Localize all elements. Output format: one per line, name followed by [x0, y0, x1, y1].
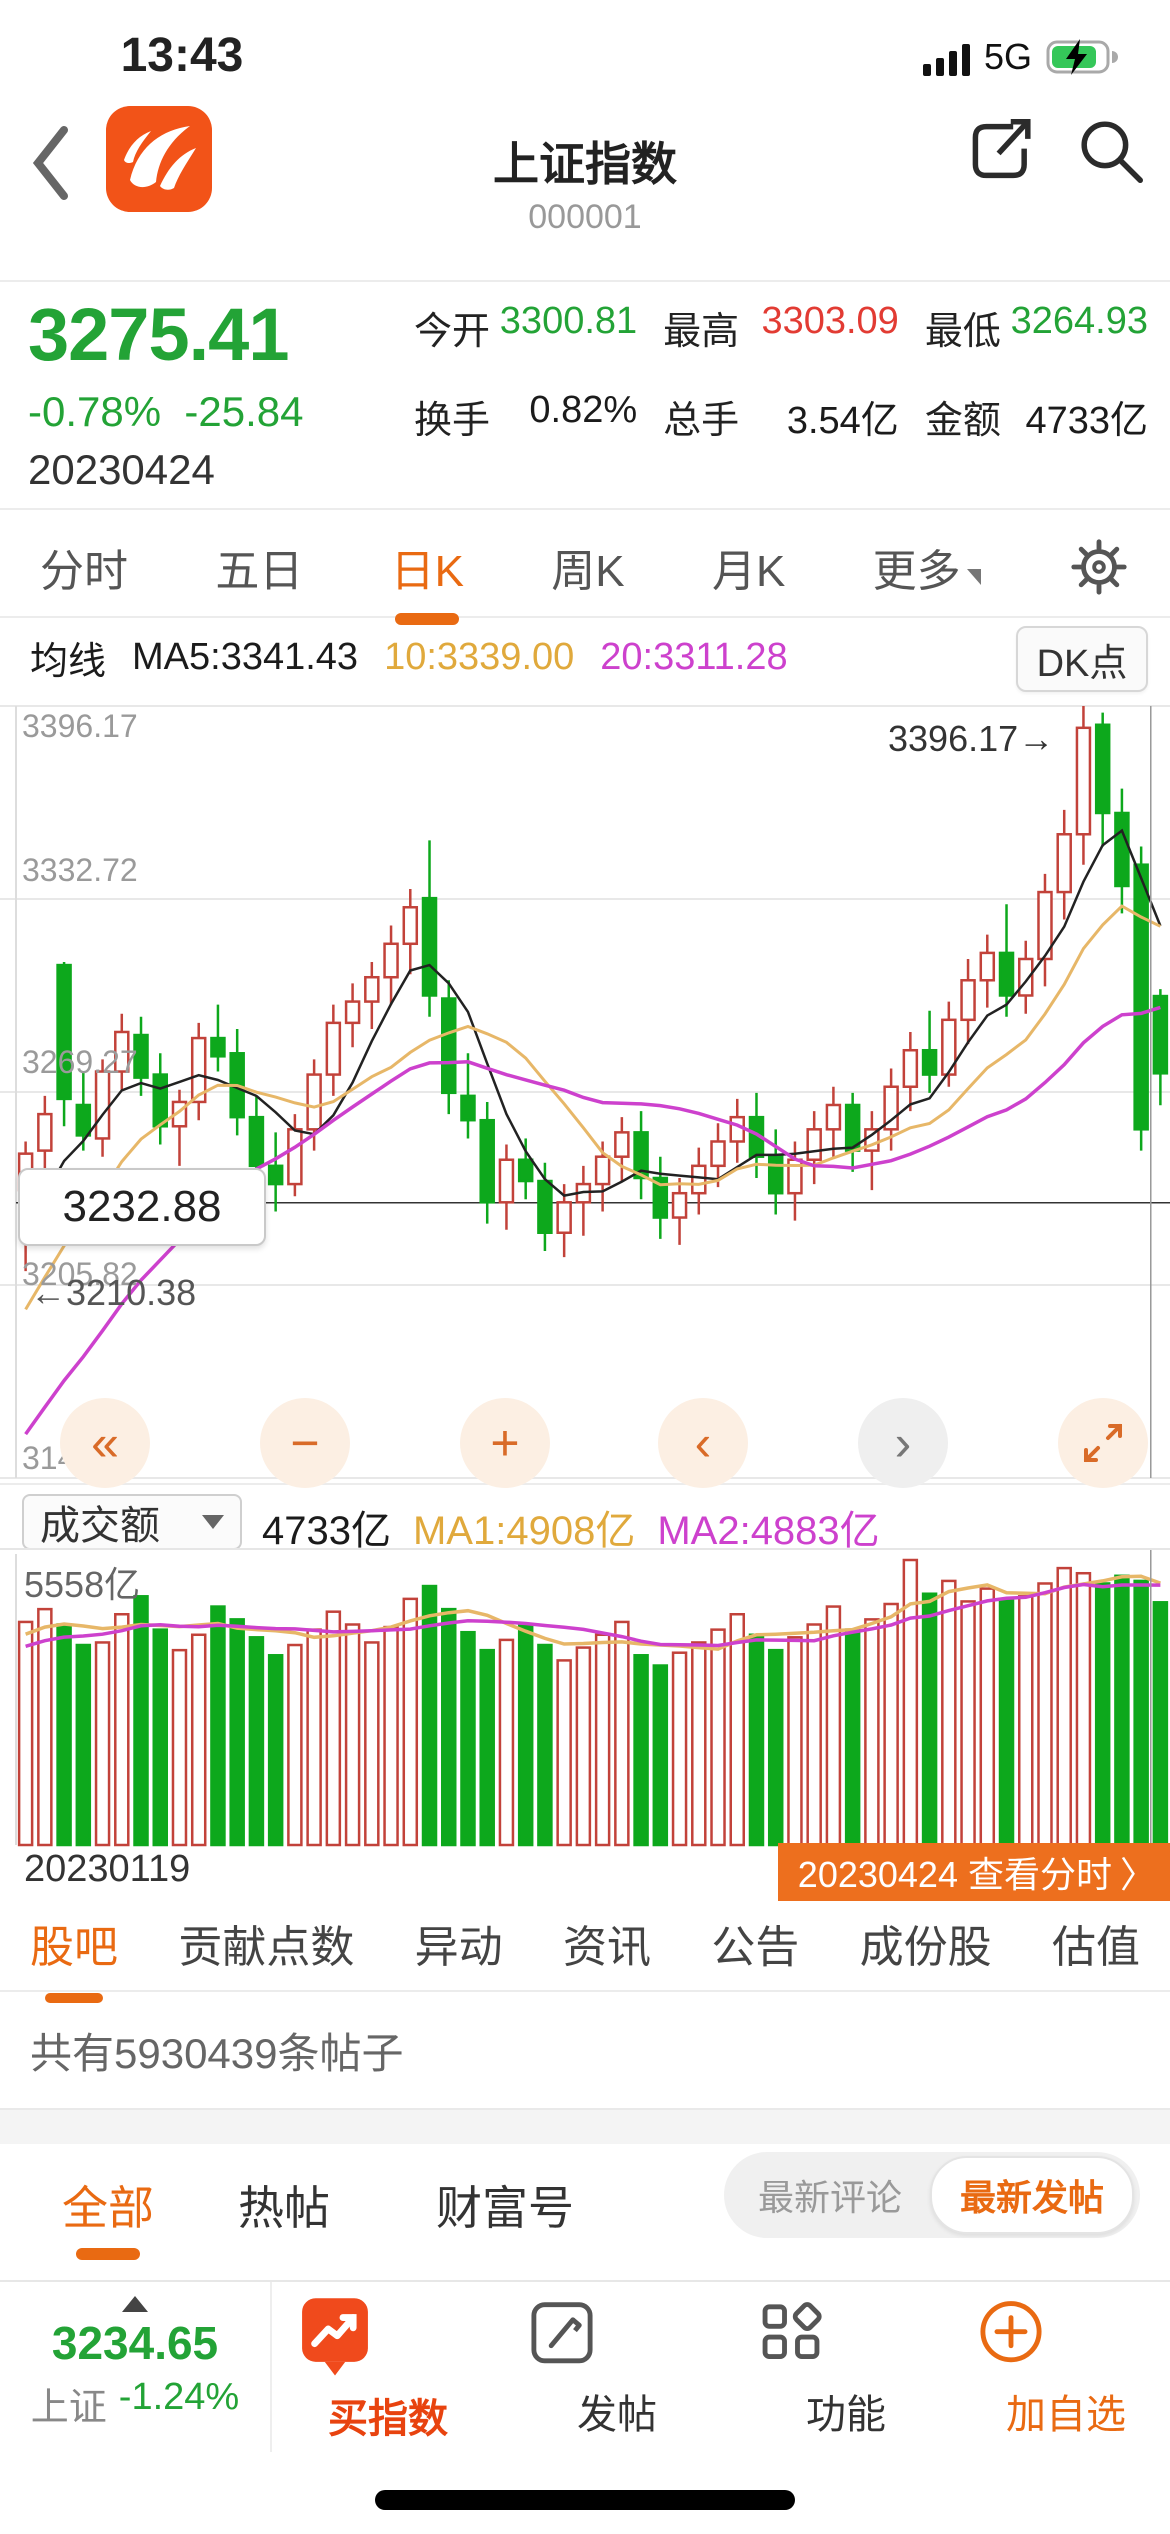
- ma-prefix: 均线: [30, 641, 107, 683]
- posts-count: 共有5930439条帖子: [30, 2030, 404, 2077]
- chart-settings-gear-icon[interactable]: [1068, 536, 1130, 598]
- volume-scale-label: 5558亿: [24, 1564, 141, 1605]
- price-change: -0.78% -25.84: [28, 388, 304, 435]
- tab-movement[interactable]: 异动: [414, 1923, 503, 1972]
- footer-index-change: -1.24%: [118, 2376, 240, 2418]
- ma5-value: MA5:3341.43: [132, 636, 359, 678]
- search-icon[interactable]: [1072, 112, 1150, 190]
- ma10-value: 10:3339.00: [384, 636, 575, 678]
- stat-amount: 金额 4733亿: [924, 400, 1148, 442]
- signal-strength-icon: [922, 38, 970, 76]
- divider: [0, 508, 1170, 510]
- circle-plus-icon: [976, 2296, 1156, 2376]
- chevron-right-icon: 〉: [1119, 1854, 1156, 1895]
- stat-high: 最高 3303.09: [663, 300, 899, 353]
- tab-five-day[interactable]: 五日: [215, 547, 304, 596]
- y-axis-label: 3205.82: [22, 1256, 138, 1292]
- sort-latest-comment[interactable]: 最新评论: [757, 2177, 902, 2218]
- section-gap: [0, 2108, 1170, 2148]
- stat-volume: 总手 3.54亿: [663, 400, 899, 442]
- tab-more[interactable]: 更多: [873, 535, 981, 599]
- battery-charging-icon: [1046, 37, 1122, 77]
- home-indicator: [375, 2490, 795, 2510]
- tab-daily-k[interactable]: 日K: [391, 535, 464, 625]
- status-time: 13:43: [120, 29, 244, 82]
- y-axis-label: 3332.72: [22, 852, 138, 888]
- back-button[interactable]: [22, 118, 82, 208]
- stat-low: 最低 3264.93: [924, 300, 1148, 353]
- divider: [0, 1483, 1170, 1485]
- volume-indicator-selector[interactable]: 成交额: [22, 1494, 242, 1550]
- create-post-button[interactable]: 发帖: [527, 2296, 707, 2440]
- grid-functions-icon: [756, 2296, 936, 2376]
- volume-legend: 4733亿 MA1:4908亿 MA2:4883亿: [262, 1498, 880, 1556]
- zoom-in-button[interactable]: +: [460, 1398, 550, 1488]
- tab-announcement[interactable]: 公告: [711, 1923, 800, 1972]
- quote-date: 20230424: [28, 446, 215, 493]
- buy-index-icon: [298, 2296, 478, 2380]
- high-price-annotation: 3396.17→: [888, 718, 1055, 759]
- candlestick-chart[interactable]: [0, 702, 1170, 1484]
- period-tab-bar: 分时 五日 日K 周K 月K 更多: [0, 518, 1170, 625]
- x-axis-start-date: 20230119: [24, 1848, 191, 1890]
- stat-turnover: 换手 0.82%: [414, 389, 638, 442]
- volume-chart[interactable]: [0, 1548, 1170, 1848]
- tab-weekly-k[interactable]: 周K: [551, 547, 625, 596]
- tab-constituents[interactable]: 成份股: [859, 1923, 992, 1972]
- sort-latest-post[interactable]: 最新发帖: [929, 2156, 1134, 2234]
- fast-backward-button[interactable]: «: [60, 1398, 150, 1488]
- stock-code: 000001: [528, 198, 642, 236]
- low-price-annotation: ←3210.38: [30, 1272, 197, 1313]
- prev-button[interactable]: ‹: [658, 1398, 748, 1488]
- tab-news[interactable]: 资讯: [562, 1923, 651, 1972]
- tab-contribution[interactable]: 贡献点数: [178, 1923, 355, 1972]
- buy-index-button[interactable]: 买指数: [298, 2296, 478, 2444]
- page-title: 上证指数: [493, 138, 677, 190]
- footer-index-value: 3234.65: [51, 2317, 219, 2369]
- y-axis-label: 3396.17: [22, 708, 138, 744]
- dropdown-triangle-icon: [202, 1515, 224, 1529]
- quote-stats: 今开 3300.81 最高 3303.09 最低 3264.93 换手 0.82% 总手…: [400, 300, 1160, 444]
- filter-all[interactable]: 全部: [62, 2172, 154, 2260]
- filter-hot[interactable]: 热帖: [238, 2182, 330, 2234]
- add-watchlist-button[interactable]: 加自选: [976, 2296, 1156, 2440]
- share-icon[interactable]: [962, 112, 1040, 190]
- section-tab-bar: 股吧 贡献点数 异动 资讯 公告 成份股 估值: [0, 1896, 1170, 2003]
- ma-legend: 均线 MA5:3341.43 10:3339.00 20:3311.28: [30, 630, 788, 685]
- post-filter-bar: 全部 热帖 财富号 最新评论 最新发帖: [0, 2144, 1170, 2280]
- triangle-up-icon: [122, 2296, 148, 2312]
- volume-amount: 4733亿: [262, 1509, 391, 1553]
- network-type-label: 5G: [983, 36, 1032, 77]
- view-intraday-badge[interactable]: 20230424 查看分时〉: [777, 1843, 1170, 1901]
- volume-ma1: MA1:4908亿: [412, 1509, 636, 1553]
- tab-guba[interactable]: 股吧: [30, 1911, 118, 2003]
- fullscreen-expand-icon[interactable]: [1058, 1398, 1148, 1488]
- app-logo[interactable]: [104, 104, 214, 214]
- functions-button[interactable]: 功能: [756, 2296, 936, 2440]
- ma20-value: 20:3311.28: [600, 636, 788, 678]
- stat-open: 今开 3300.81: [414, 300, 638, 353]
- volume-ma2: MA2:4883亿: [657, 1509, 880, 1553]
- next-button[interactable]: ›: [858, 1398, 948, 1488]
- dk-point-button[interactable]: DK点: [1016, 626, 1148, 692]
- sort-toggle: 最新评论 最新发帖: [723, 2152, 1140, 2238]
- tab-monthly-k[interactable]: 月K: [711, 547, 786, 596]
- footer-index-name: 上证: [30, 2387, 107, 2429]
- pencil-post-icon: [527, 2296, 707, 2376]
- current-price: 3275.41: [28, 293, 289, 376]
- y-axis-label: 3269.27: [22, 1044, 138, 1080]
- price-line-label[interactable]: 3232.88: [18, 1168, 266, 1246]
- zoom-out-button[interactable]: −: [260, 1398, 350, 1488]
- index-quote-cell[interactable]: 3234.65 上证 -1.24%: [0, 2282, 272, 2452]
- filter-caifuhao[interactable]: 财富号: [436, 2182, 574, 2234]
- status-icons: 5G: [922, 36, 1122, 78]
- tab-valuation[interactable]: 估值: [1051, 1923, 1140, 1972]
- tab-minute[interactable]: 分时: [40, 547, 128, 596]
- triangle-down-icon: [966, 569, 981, 585]
